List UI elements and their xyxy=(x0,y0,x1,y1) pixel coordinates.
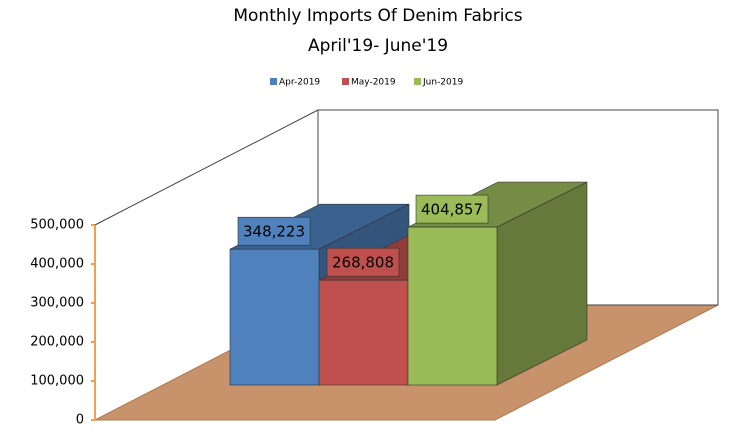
legend-swatch xyxy=(414,78,421,85)
side-wall-edge xyxy=(94,109,319,226)
bar xyxy=(229,248,320,386)
bar xyxy=(407,226,498,386)
y-tick-label: 500,000 xyxy=(30,218,84,233)
data-label: 404,857 xyxy=(421,201,483,219)
y-tick-label: 0 xyxy=(76,413,84,428)
data-label: 268,808 xyxy=(332,254,394,272)
bar xyxy=(318,279,409,386)
legend-label: Jun-2019 xyxy=(422,78,463,88)
data-label-box xyxy=(415,194,489,224)
chart-title: Monthly Imports Of Denim Fabrics xyxy=(233,6,522,26)
data-label-box xyxy=(237,216,311,246)
legend-swatch xyxy=(270,78,277,85)
y-tick-label: 200,000 xyxy=(30,335,84,350)
legend-label: Apr-2019 xyxy=(279,78,320,88)
data-label: 348,223 xyxy=(243,223,305,241)
data-label-box xyxy=(326,247,400,277)
y-tick-label: 400,000 xyxy=(30,257,84,272)
y-tick-label: 300,000 xyxy=(30,296,84,311)
chart-subtitle: April'19- June'19 xyxy=(308,36,448,56)
legend-label: May-2019 xyxy=(351,78,396,88)
legend-swatch xyxy=(342,78,349,85)
y-tick-label: 100,000 xyxy=(30,374,84,389)
